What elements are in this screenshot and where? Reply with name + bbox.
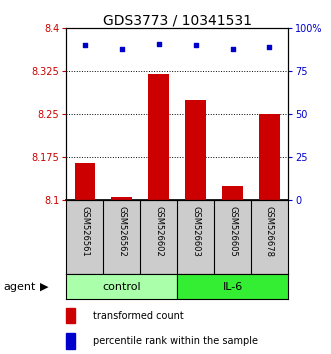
Bar (74, 163, 95, 200)
Text: GSM526603: GSM526603 (191, 206, 200, 257)
Bar (66, 274, 177, 299)
Text: agent: agent (3, 282, 36, 292)
Point (193, 42, 198, 48)
Point (82, 42, 87, 48)
Text: GSM526678: GSM526678 (265, 206, 274, 257)
Bar (148, 74, 169, 200)
Point (230, 46, 235, 52)
Text: percentile rank within the sample: percentile rank within the sample (93, 336, 258, 346)
Bar (103, 200, 140, 274)
Bar (177, 274, 288, 299)
Text: GSM526561: GSM526561 (80, 206, 89, 257)
Bar (66, 308, 75, 323)
Bar (259, 114, 280, 200)
Text: IL-6: IL-6 (222, 282, 243, 292)
Text: transformed count: transformed count (93, 310, 183, 320)
Point (156, 41, 161, 47)
Text: GSM526602: GSM526602 (154, 206, 163, 257)
Point (267, 44, 272, 50)
Text: ▶: ▶ (40, 282, 48, 292)
Bar (214, 200, 251, 274)
Bar (140, 200, 177, 274)
Text: GSM526605: GSM526605 (228, 206, 237, 257)
Bar (66, 333, 75, 349)
Text: control: control (102, 282, 141, 292)
Text: GSM526562: GSM526562 (117, 206, 126, 257)
Bar (185, 100, 206, 200)
Bar (66, 200, 103, 274)
Point (119, 46, 124, 52)
Title: GDS3773 / 10341531: GDS3773 / 10341531 (103, 13, 252, 27)
Bar (112, 197, 132, 200)
Bar (222, 186, 243, 200)
Bar (177, 200, 214, 274)
Bar (251, 200, 288, 274)
